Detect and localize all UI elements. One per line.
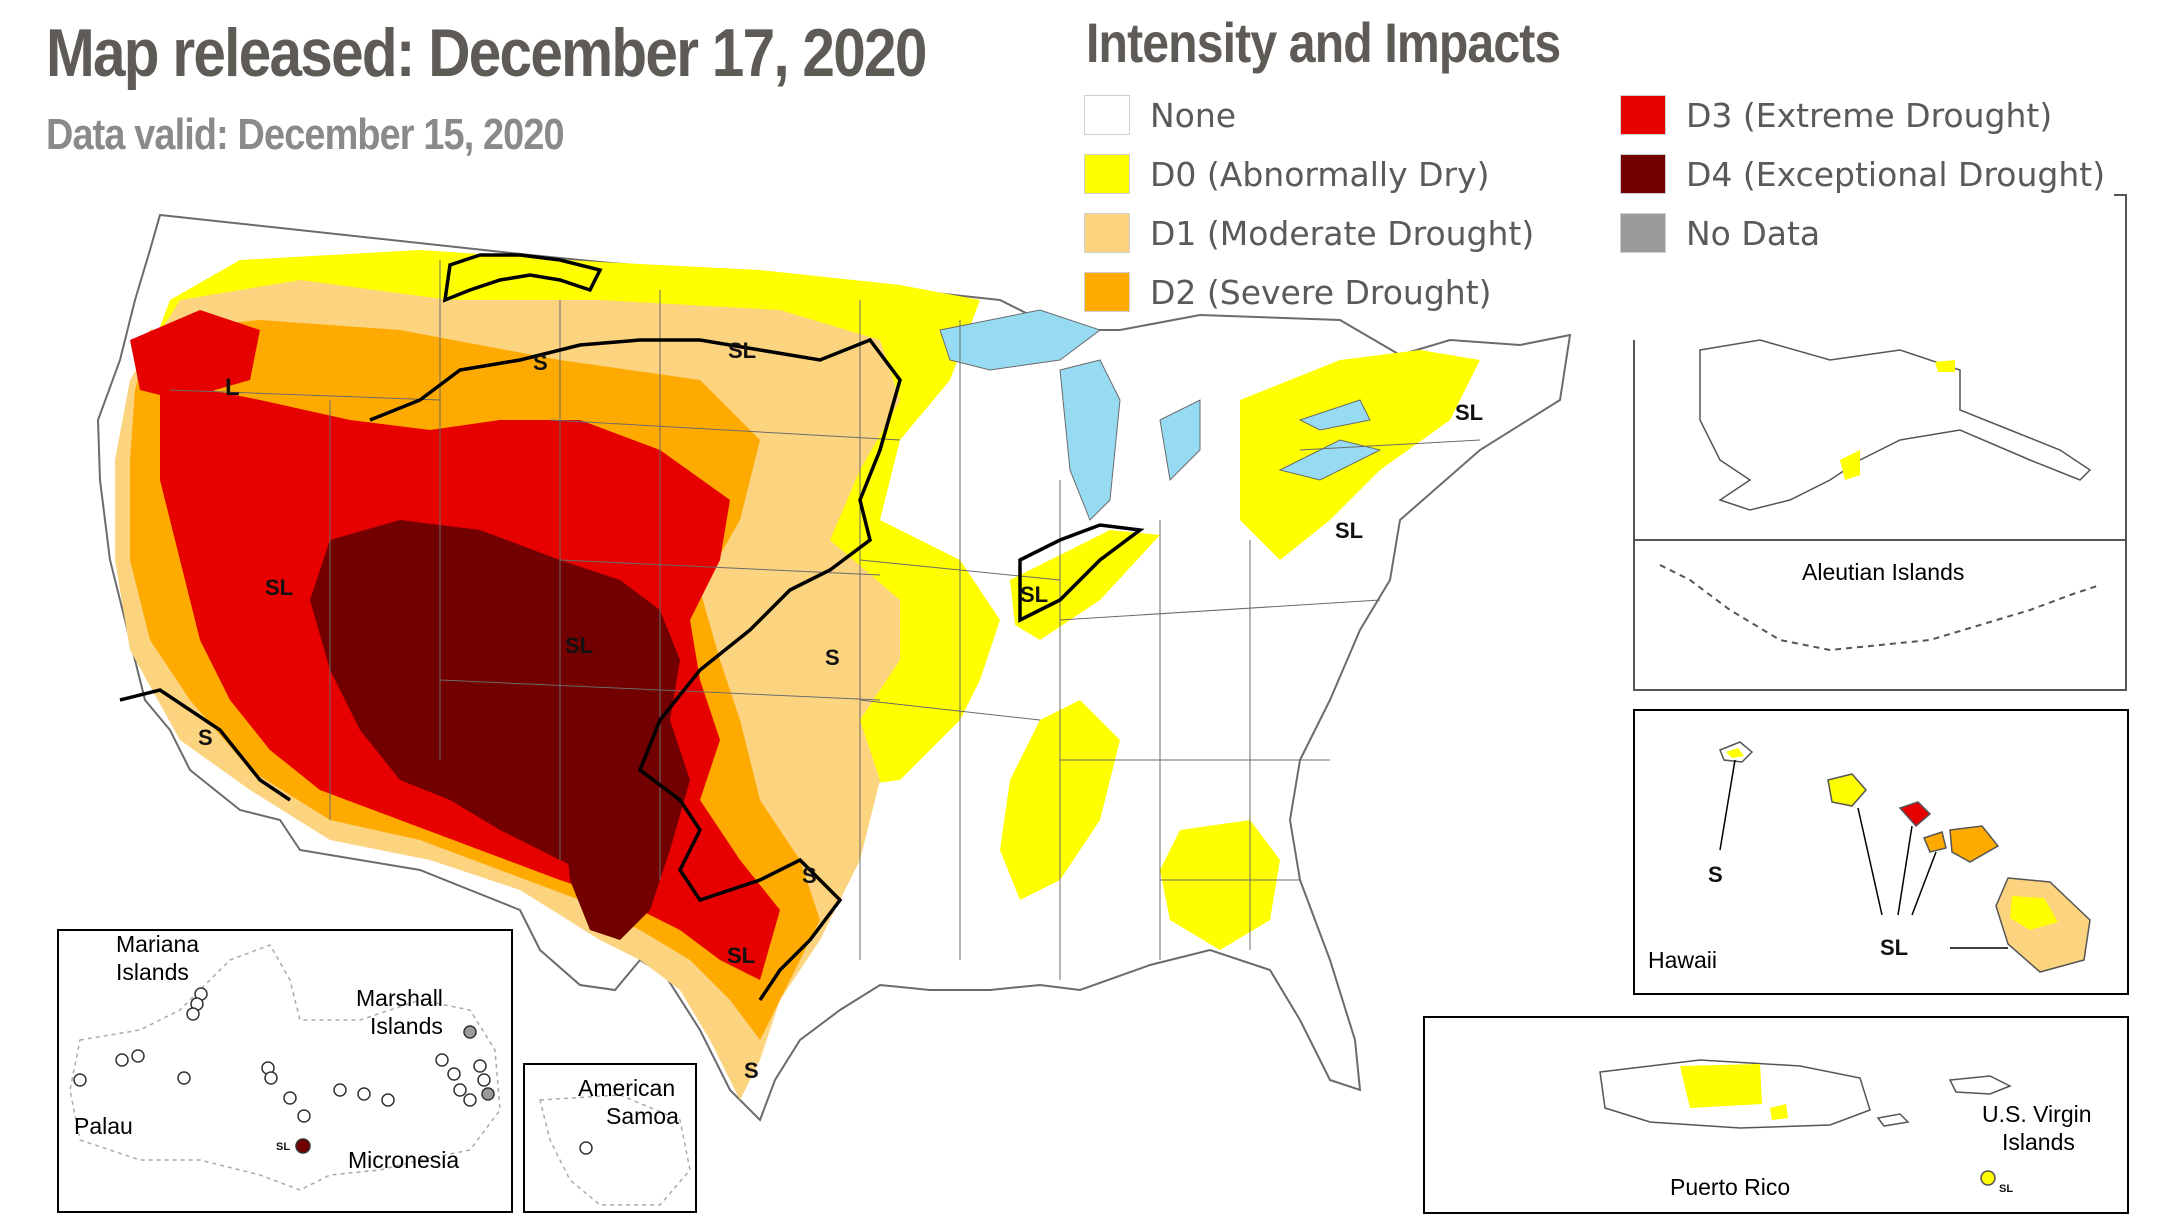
alaska-shape	[1699, 339, 2092, 511]
marshall-nodata-2	[481, 1087, 495, 1101]
alaska-inset: Aleutian Islands	[1633, 194, 2127, 691]
legend-swatch-nodata	[1620, 213, 1666, 253]
alaska-d0	[1840, 450, 1860, 480]
micronesia-label: Micronesia	[348, 1147, 459, 1173]
legend-label: D1 (Moderate Drought)	[1150, 213, 1535, 253]
impact-letters: L SL S S SL SL S S SL S SL SL SL	[198, 338, 1483, 1083]
hawaii-frame	[1633, 709, 2129, 995]
hawaii-impact-s: S	[1708, 862, 1723, 887]
impact-label-sl: SL	[728, 338, 756, 363]
marshall-label-2: Islands	[370, 1013, 443, 1039]
legend-label: D3 (Extreme Drought)	[1686, 95, 2053, 135]
legend-label: D2 (Severe Drought)	[1150, 272, 1492, 312]
legend-item-d0: D0 (Abnormally Dry)	[1084, 151, 1490, 197]
hawaii-kauai	[1827, 773, 1867, 807]
usvi-label-1: U.S. Virgin	[1982, 1101, 2092, 1127]
legend-item-d4: D4 (Exceptional Drought)	[1620, 151, 2105, 197]
legend-label: None	[1150, 95, 1237, 135]
conus-map: L SL S S SL SL S S SL S SL SL SL	[96, 213, 1572, 1122]
legend-item-d3: D3 (Extreme Drought)	[1620, 92, 2052, 138]
d4-texas	[560, 760, 670, 940]
impact-boundaries	[119, 253, 1145, 1001]
great-lakes	[939, 309, 1382, 521]
hawaii-big-island-d0	[2010, 896, 2058, 930]
impact-label-sl: SL	[1455, 400, 1483, 425]
d3-northwest	[130, 310, 260, 400]
hawaii-island-small-d0	[1726, 748, 1744, 758]
puerto-rico-d0	[1680, 1064, 1762, 1108]
legend-swatch-d3	[1620, 95, 1666, 135]
impact-label-sl: SL	[1335, 518, 1363, 543]
puerto-rico-d0-east	[1770, 1104, 1788, 1120]
usvi-impact-sl: SL	[1999, 1183, 2013, 1195]
usvi-st-croix-d0	[1980, 1170, 1996, 1186]
map-subtitle: Data valid: December 15, 2020	[46, 110, 565, 159]
pacific-atolls	[73, 987, 491, 1123]
mariana-label-1: Mariana	[116, 931, 199, 957]
impact-label-l: L	[225, 374, 240, 401]
hawaii-pointers	[1719, 759, 2008, 949]
micronesia-d4	[295, 1138, 311, 1154]
usvi-islands	[1876, 1075, 2012, 1127]
samoa-boundary	[539, 1094, 691, 1206]
legend-item-nodata: No Data	[1620, 210, 1820, 256]
legend-label: D0 (Abnormally Dry)	[1150, 154, 1490, 194]
marshall-nodata-1	[463, 1025, 477, 1039]
legend-swatch-d0	[1084, 154, 1130, 194]
impact-label-sl: SL	[565, 633, 593, 658]
hawaii-impact-sl: SL	[1880, 935, 1908, 960]
aleutian-label: Aleutian Islands	[1802, 559, 1964, 585]
hawaii-maui	[1949, 825, 2000, 863]
samoa-label-1: American	[578, 1075, 675, 1101]
samoa-label-2: Samoa	[606, 1103, 679, 1129]
legend-swatch-d1	[1084, 213, 1130, 253]
pacific-inset: SL Mariana Islands Marshall Islands Pala…	[57, 929, 513, 1213]
legend-item-none: None	[1084, 92, 1236, 138]
impact-label-s: S	[802, 863, 817, 888]
aleutian-chain	[1659, 564, 2101, 652]
alaska-d0-north	[1935, 360, 1955, 372]
puerto-rico-label: Puerto Rico	[1670, 1174, 1790, 1200]
legend-title: Intensity and Impacts	[1086, 11, 1561, 74]
impact-label-sl: SL	[265, 575, 293, 600]
legend: None D0 (Abnormally Dry) D1 (Moderate Dr…	[1084, 92, 2105, 332]
map-title: Map released: December 17, 2020	[46, 15, 927, 91]
micronesia-impact-sl: SL	[276, 1141, 290, 1153]
legend-swatch-d2	[1084, 272, 1130, 312]
samoa-atoll	[579, 1141, 593, 1155]
d0-ohio	[1010, 530, 1160, 640]
legend-label: No Data	[1686, 213, 1821, 253]
impact-label-s: S	[744, 1058, 759, 1083]
impact-label-s: S	[825, 645, 840, 670]
legend-item-d1: D1 (Moderate Drought)	[1084, 210, 1534, 256]
state-lines	[169, 260, 1481, 980]
legend-swatch-none	[1084, 95, 1130, 135]
impact-label-s: S	[198, 725, 213, 750]
usvi-label-2: Islands	[2002, 1129, 2075, 1155]
hawaii-oahu	[1898, 801, 1932, 828]
hawaii-inset: S SL Hawaii	[1633, 709, 2129, 995]
palau-label: Palau	[74, 1113, 133, 1139]
samoa-frame	[523, 1063, 697, 1213]
samoa-inset: American Samoa	[523, 1063, 697, 1213]
mariana-label-2: Islands	[116, 959, 189, 985]
impact-label-sl: SL	[1020, 582, 1048, 607]
alaska-frame	[1633, 194, 2127, 691]
pacific-frame	[57, 929, 513, 1213]
legend-swatch-d4	[1620, 154, 1666, 194]
impact-label-s: S	[533, 350, 548, 375]
legend-label: D4 (Exceptional Drought)	[1686, 154, 2106, 194]
hawaii-molokai	[1922, 831, 1947, 853]
legend-item-d2: D2 (Severe Drought)	[1084, 269, 1492, 315]
hawaii-label: Hawaii	[1648, 947, 1717, 973]
puerto-rico-inset: SL U.S. Virgin Islands Puerto Rico	[1423, 1016, 2129, 1214]
impact-label-sl: SL	[727, 943, 755, 968]
marshall-label-1: Marshall	[356, 985, 443, 1011]
